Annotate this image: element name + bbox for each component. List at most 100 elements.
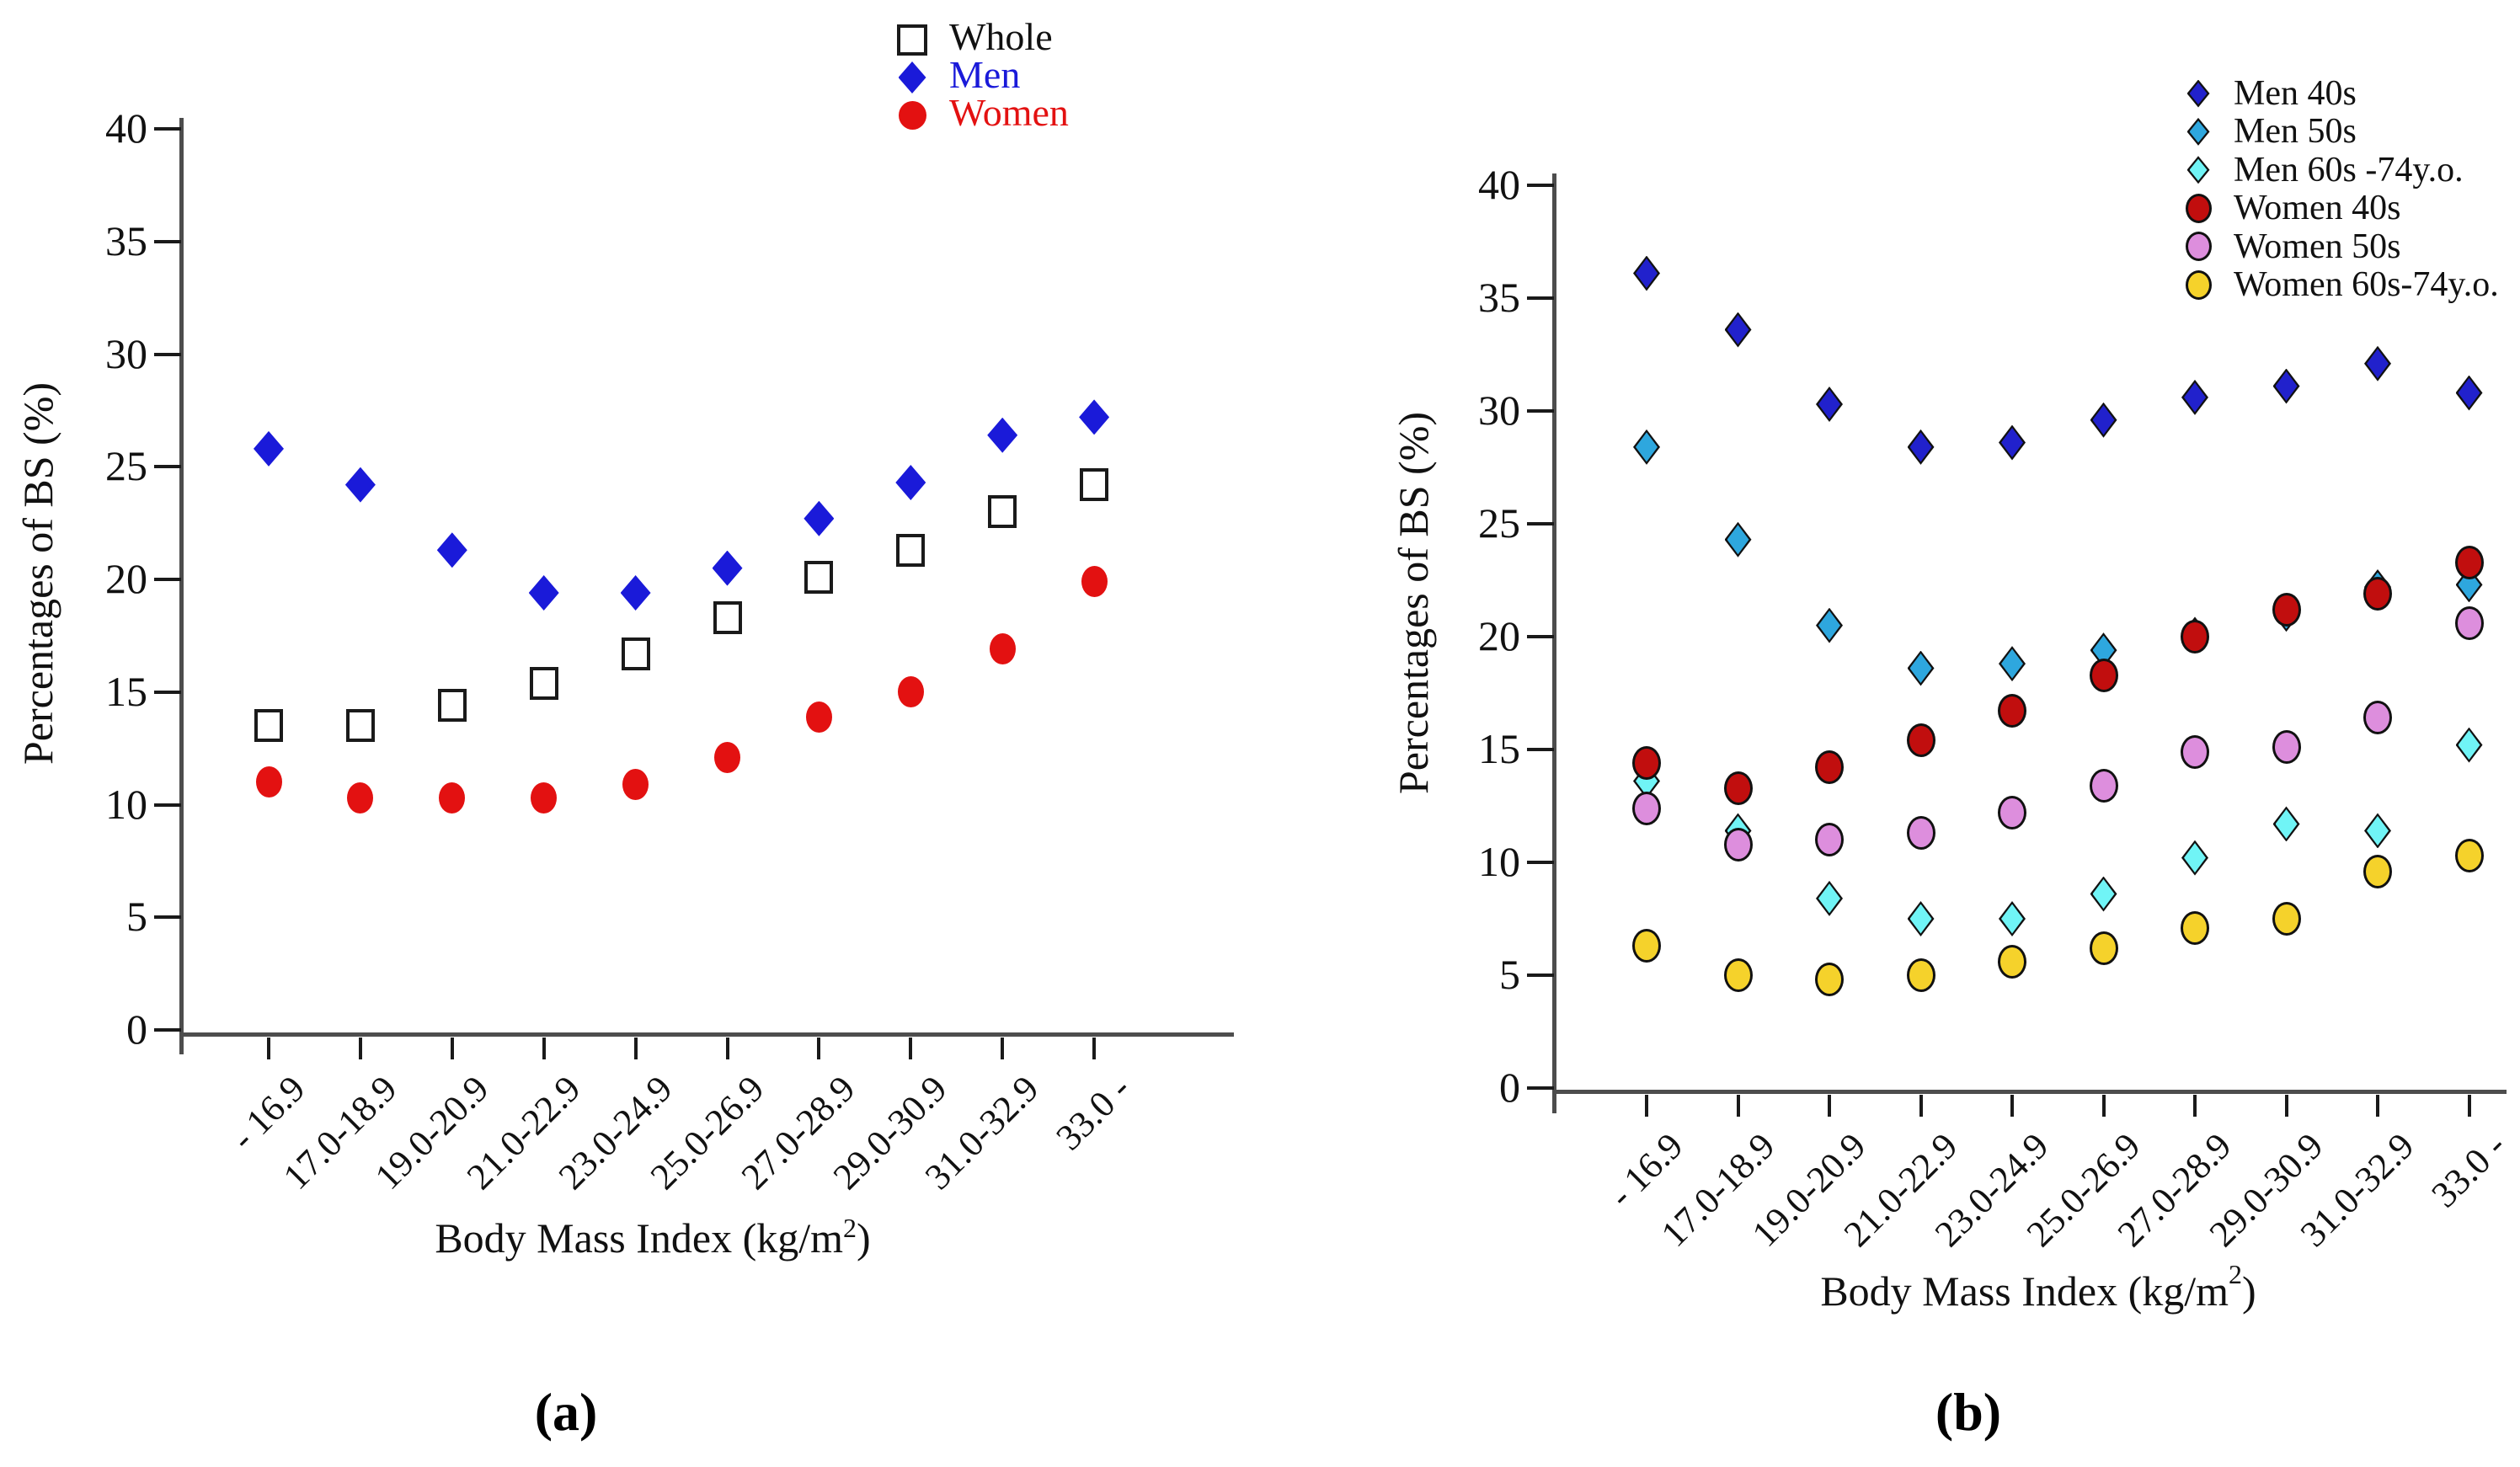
data-point-women-60s-74y-o (1998, 944, 2026, 979)
data-point-men-40s-fill (2275, 371, 2298, 402)
y-tick-mark (1527, 184, 1554, 187)
data-point-women (989, 633, 1016, 665)
data-point-women-40s (2454, 545, 2484, 579)
y-tick-mark (1527, 748, 1554, 751)
legend-marker-men-50s-fill (2189, 120, 2208, 143)
x-axis-title: Body Mass Index (kg/m2) (316, 1213, 990, 1262)
data-point-men-50s-fill (1818, 611, 1840, 641)
x-tick-mark (725, 1038, 729, 1059)
y-tick-mark (1527, 861, 1554, 864)
legend-label-men: Men (949, 53, 1021, 97)
data-point-whole (345, 709, 375, 743)
legend-marker-men-60s-74y-o (2186, 156, 2210, 184)
data-point-men-40s (1907, 429, 1935, 465)
y-tick-label: 30 (1478, 387, 1520, 434)
y-tick-label: 10 (1478, 838, 1520, 885)
legend-label-men-50s: Men 50s (2234, 112, 2357, 152)
data-point-women-50s (1906, 816, 1935, 851)
data-point-women (255, 766, 282, 798)
data-point-whole (896, 533, 926, 567)
x-tick-mark (2284, 1095, 2288, 1117)
y-tick-mark (1527, 409, 1554, 413)
data-point-men-50s (1999, 646, 2026, 682)
data-point-men-60s-74y-o-fill (2092, 879, 2115, 910)
legend-label-men-60s-74y-o: Men 60s -74y.o. (2234, 150, 2464, 189)
data-point-men-40s (2090, 402, 2117, 438)
data-point-women (714, 741, 740, 773)
x-tick-mark (2101, 1095, 2106, 1117)
x-tick-mark (358, 1038, 362, 1059)
data-point-whole (621, 637, 650, 670)
legend-marker-men-50s (2186, 117, 2210, 146)
data-point-women (897, 676, 924, 708)
y-tick-label: 0 (126, 1006, 147, 1053)
x-tick-mark (633, 1038, 638, 1059)
data-point-women-60s-74y-o (1906, 958, 1935, 992)
x-axis-title-text: Body Mass Index (kg/m (1820, 1267, 2229, 1315)
legend-label-women: Women (949, 91, 1069, 135)
y-tick-label: 30 (105, 329, 147, 377)
legend-marker-women (898, 101, 926, 130)
y-tick-label: 35 (105, 216, 147, 264)
x-axis-title-text: Body Mass Index (kg/m (435, 1214, 844, 1262)
data-point-men-50s-fill (1636, 432, 1658, 462)
data-point-men-40s-fill (2092, 405, 2115, 435)
data-point-women-40s (1906, 723, 1935, 758)
y-tick-label: 15 (105, 667, 147, 715)
y-tick-mark (1527, 296, 1554, 300)
y-tick-mark (1527, 522, 1554, 525)
data-point-men-60s-74y-o (2090, 876, 2117, 912)
y-tick-mark (154, 690, 181, 694)
y-tick-mark (154, 578, 181, 581)
x-tick-mark (542, 1038, 546, 1059)
legend-marker-whole (897, 24, 927, 56)
y-tick-mark (154, 1028, 181, 1032)
y-tick-mark (154, 465, 181, 469)
data-point-men-60s-74y-o (2364, 813, 2391, 849)
x-tick-mark (2193, 1095, 2197, 1117)
x-axis-title-sup: 2 (843, 1213, 857, 1243)
data-point-whole (713, 600, 742, 634)
data-point-women-60s-74y-o (2363, 854, 2392, 888)
data-point-men-50s (1816, 607, 1843, 643)
data-point-whole (254, 709, 283, 743)
legend-marker-women-60s-74y-o (2185, 269, 2212, 300)
data-point-men-50s-fill (1727, 525, 1749, 555)
x-tick-mark (450, 1038, 454, 1059)
data-point-women-50s (1632, 791, 1661, 825)
data-point-men-60s-74y-o-fill (2001, 904, 2023, 934)
data-point-men-60s-74y-o (1907, 901, 1935, 936)
data-point-women (805, 701, 832, 733)
legend-label-women-60s-74y-o: Women 60s-74y.o. (2234, 264, 2499, 304)
data-point-women-60s-74y-o (1723, 958, 1753, 992)
legend-marker-men-40s-fill (2189, 83, 2208, 104)
data-point-women-50s (2363, 701, 2392, 735)
data-point-men-60s-74y-o-fill (1818, 883, 1840, 914)
data-point-women (531, 782, 558, 814)
chart-panel-a: Percentages of BS (%) 0 5 10 15 20 25 30 35 40- … (14, 15, 1234, 1442)
data-point-women-50s (1998, 796, 2026, 830)
data-point-men-50s (1724, 521, 1752, 557)
data-point-women-40s (2089, 658, 2118, 692)
data-point-men-40s (1633, 255, 1660, 291)
y-tick-label: 0 (1499, 1064, 1520, 1111)
data-point-men-40s-fill (1818, 389, 1840, 419)
y-tick-label: 25 (105, 442, 147, 490)
x-tick-mark (2467, 1095, 2471, 1117)
panel-caption-b: (b) (1935, 1382, 2002, 1442)
data-point-women-40s (1632, 746, 1661, 781)
data-point-men-40s (2364, 345, 2391, 381)
x-tick-mark (1645, 1095, 1648, 1117)
x-tick-mark (267, 1038, 270, 1059)
data-point-men-60s-74y-o-fill (2367, 815, 2389, 846)
data-point-women-50s (2181, 734, 2209, 769)
y-tick-mark (154, 352, 181, 356)
data-point-women-40s (2181, 620, 2209, 653)
data-point-women-60s-74y-o (1815, 963, 1844, 997)
data-point-women-40s (1815, 750, 1844, 785)
data-point-women-50s (1815, 823, 1844, 857)
legend-label-women-40s: Women 40s (2234, 189, 2401, 228)
data-point-men-40s (1999, 424, 2026, 461)
x-axis-title-close: ) (2242, 1267, 2256, 1315)
